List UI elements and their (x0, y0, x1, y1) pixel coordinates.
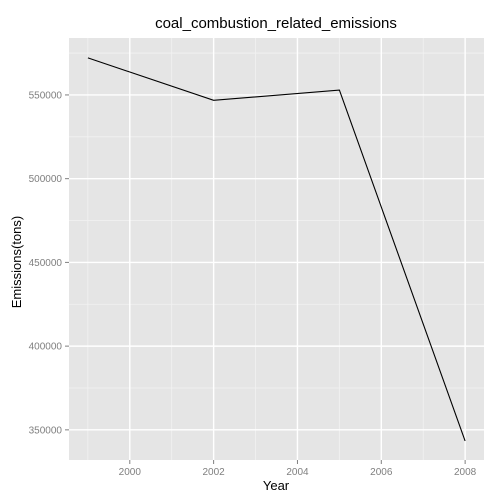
series-line (87, 57, 466, 442)
x-tick-label: 2000 (119, 467, 142, 478)
chart-title: coal_combustion_related_emissions (155, 15, 397, 32)
y-tick-label: 550000 (29, 90, 63, 101)
minor-gridlines (69, 38, 484, 460)
x-tick-label: 2008 (454, 467, 477, 478)
x-axis-label: Year (263, 478, 290, 493)
y-tick-label: 400000 (29, 342, 63, 353)
series-layer (87, 57, 466, 442)
major-gridlines (69, 38, 484, 460)
y-tick-label: 500000 (29, 174, 63, 185)
x-tick-label: 2004 (286, 467, 309, 478)
y-tick-label: 450000 (29, 258, 63, 269)
x-tick-label: 2006 (370, 467, 393, 478)
y-tick-label: 350000 (29, 425, 63, 436)
plot-panel (69, 38, 484, 460)
x-axis: 2000 2002 2004 2006 2008 (119, 460, 477, 478)
y-axis-label: Emissions(tons) (9, 216, 24, 308)
x-tick-label: 2002 (202, 467, 225, 478)
y-axis: 350000 400000 450000 500000 550000 (29, 90, 69, 436)
